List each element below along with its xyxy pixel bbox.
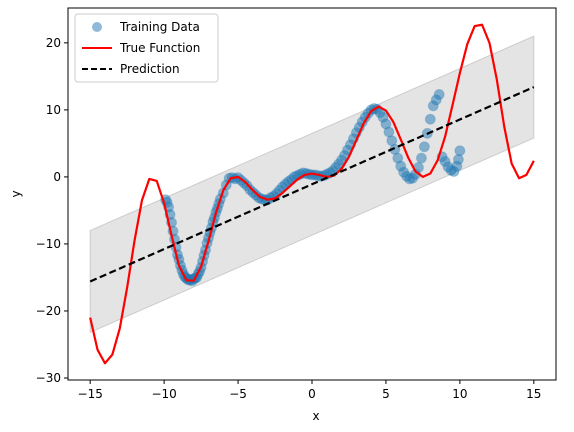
x-tick-label: 5 (382, 387, 390, 401)
x-tick-label: 15 (526, 387, 541, 401)
training-data-point (415, 152, 427, 164)
x-tick-label: −10 (151, 387, 176, 401)
y-tick-label: −30 (36, 371, 61, 385)
training-data-point (424, 113, 436, 125)
y-tick-label: 10 (46, 103, 61, 117)
y-tick-label: 20 (46, 36, 61, 50)
true-function-line (89, 23, 535, 365)
legend-frame (74, 13, 219, 83)
prediction-line (89, 86, 535, 283)
x-tick-label: −5 (229, 387, 247, 401)
legend-label-training-data: Training Data (119, 20, 200, 34)
training-data-point (418, 141, 430, 153)
legend-label-true-function: True Function (119, 41, 200, 55)
axes: −15 −10 −5 0 5 10 15 −30 −20 −10 0 10 20 (36, 7, 557, 401)
legend-label-prediction: Prediction (120, 62, 180, 76)
y-axis-label: y (9, 190, 23, 197)
y-tick-label: −10 (36, 237, 61, 251)
x-axis-label: x (312, 409, 319, 423)
training-data-point (433, 88, 445, 100)
x-tick-label: 0 (308, 387, 316, 401)
legend-marker-training-data (92, 22, 102, 32)
x-tick-label: 10 (452, 387, 467, 401)
x-tick-label: −15 (78, 387, 103, 401)
y-tick-label: 0 (53, 170, 61, 184)
line-layer (89, 23, 535, 365)
y-tick-label: −20 (36, 304, 61, 318)
training-data-point (454, 145, 466, 157)
legend: Training Data True Function Prediction (74, 13, 219, 83)
